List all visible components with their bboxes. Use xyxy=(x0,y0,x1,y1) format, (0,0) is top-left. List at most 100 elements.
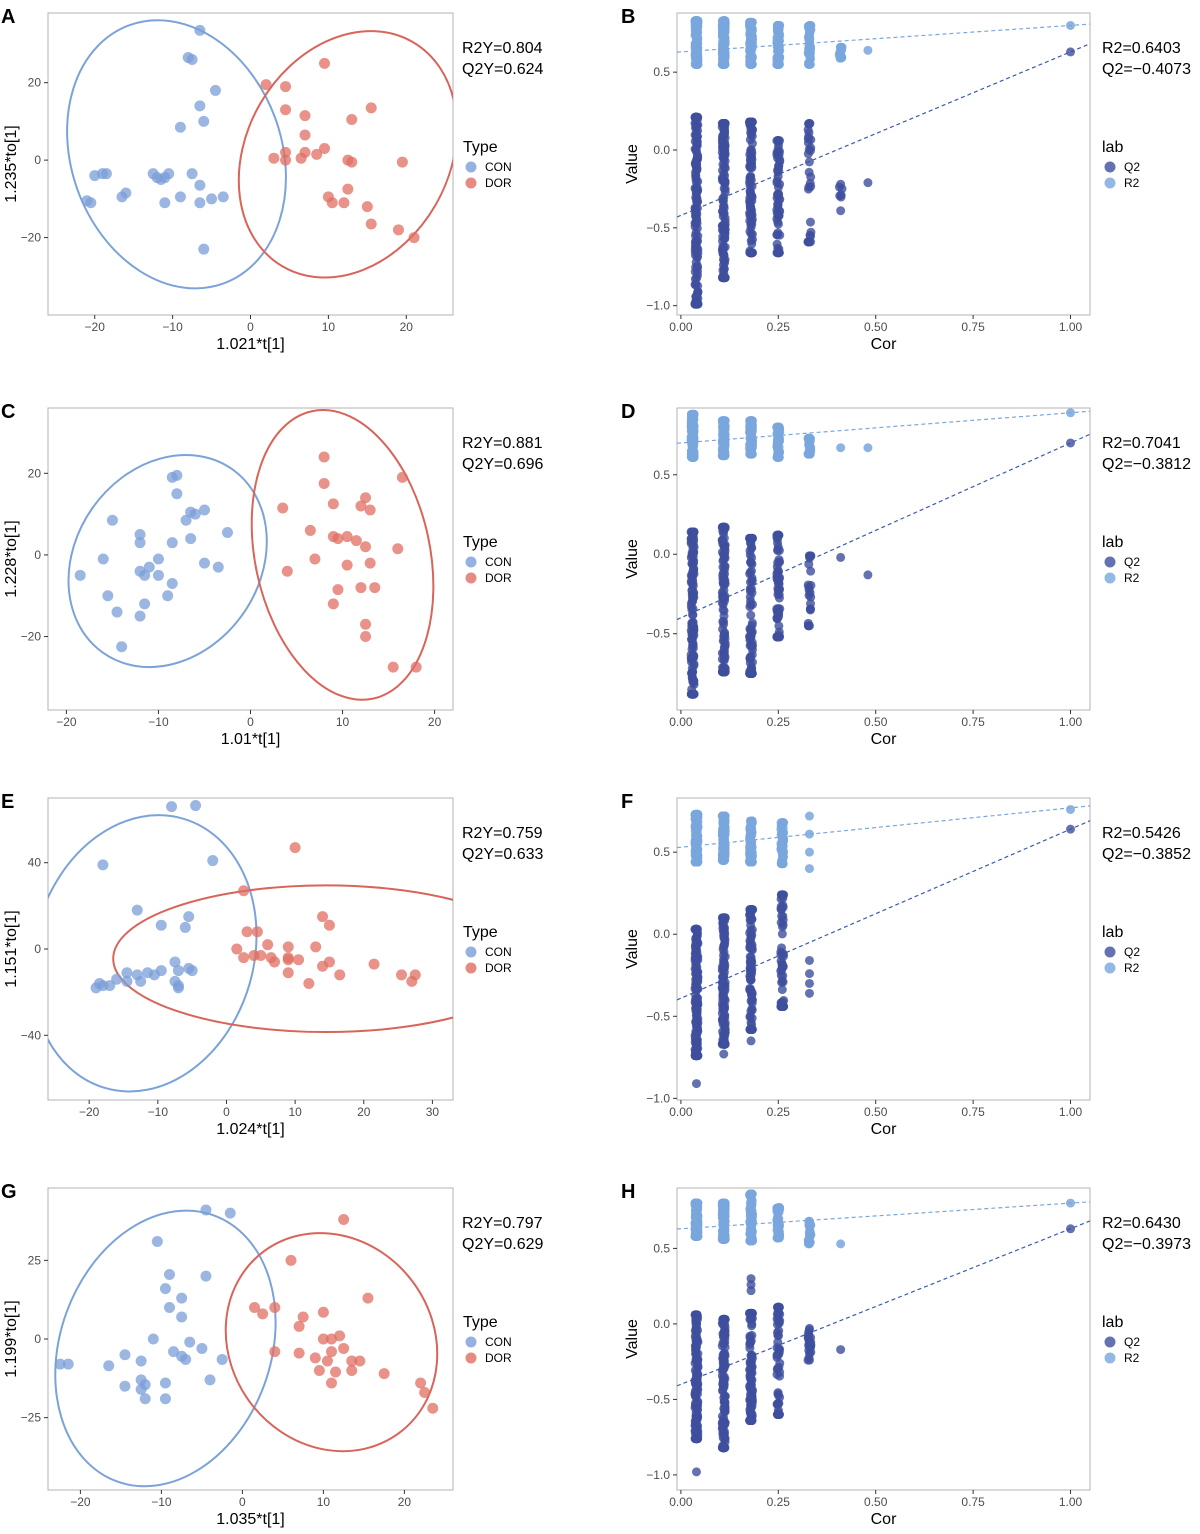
point-con xyxy=(159,1283,171,1295)
point-q2 xyxy=(718,605,728,615)
stat-text: R2Y=0.881 xyxy=(462,435,543,452)
point-con xyxy=(169,956,181,968)
point-con xyxy=(97,859,109,871)
point-q2 xyxy=(804,119,814,129)
point-dor xyxy=(396,969,408,981)
y-tick-label: 25 xyxy=(28,1253,42,1267)
point-dor xyxy=(303,978,315,990)
point-q2 xyxy=(772,208,782,218)
point-r2 xyxy=(804,829,814,839)
point-con xyxy=(142,967,154,979)
point-q2 xyxy=(772,1369,782,1379)
point-dor xyxy=(310,941,322,953)
point-q2 xyxy=(747,1321,757,1331)
point-q2 xyxy=(691,1434,701,1444)
legend-swatch xyxy=(1104,946,1116,958)
point-q2 xyxy=(745,1416,755,1426)
point-r2 xyxy=(777,859,787,869)
point-q2 xyxy=(688,621,698,631)
point-dor xyxy=(249,1302,261,1314)
point-dor xyxy=(323,956,335,968)
point-dor xyxy=(332,533,344,545)
point-q2 xyxy=(692,1331,702,1341)
y-tick-label: 0.5 xyxy=(653,845,670,859)
point-con xyxy=(134,529,146,541)
point-con xyxy=(166,577,178,589)
point-con xyxy=(135,975,147,987)
point-q2 xyxy=(806,172,816,182)
point-q2 xyxy=(689,689,699,699)
point-dor xyxy=(282,941,294,953)
point-dor xyxy=(355,500,367,512)
point-q2 xyxy=(804,144,814,154)
x-tick-label: 0 xyxy=(239,1495,246,1509)
point-dor xyxy=(360,541,372,553)
point-dor xyxy=(408,232,420,244)
point-q2 xyxy=(746,905,756,915)
point-dor xyxy=(317,911,329,923)
point-con xyxy=(164,1302,175,1314)
point-dor xyxy=(392,543,404,555)
point-r2 xyxy=(777,820,787,830)
plot-frame xyxy=(47,1187,454,1491)
y-tick-label: 40 xyxy=(28,856,42,870)
legend-swatch xyxy=(1104,572,1116,584)
point-q2 xyxy=(691,959,701,969)
point-q2 xyxy=(1066,47,1076,57)
point-q2 xyxy=(777,929,787,939)
legend-label: CON xyxy=(485,555,512,569)
ellipse-con xyxy=(48,814,258,1093)
point-r2 xyxy=(686,422,696,432)
point-q2 xyxy=(806,1347,816,1357)
point-dor xyxy=(354,1355,366,1367)
point-q2 xyxy=(692,1040,702,1050)
point-r2 xyxy=(719,16,729,26)
point-dor xyxy=(285,1254,297,1266)
point-q2 xyxy=(774,150,784,160)
legend-swatch xyxy=(1104,1336,1116,1348)
point-q2 xyxy=(718,1430,728,1440)
stat-text: R2Y=0.797 xyxy=(462,1215,543,1232)
legend-title: lab xyxy=(1102,534,1123,551)
point-q2 xyxy=(691,228,701,238)
point-q2 xyxy=(777,922,787,932)
x-tick-label: 0.00 xyxy=(669,715,693,729)
x-tick-label: 0.25 xyxy=(767,320,791,334)
point-r2 xyxy=(746,1189,756,1199)
plot-frame xyxy=(676,1187,1091,1491)
point-q2 xyxy=(774,557,784,567)
point-dor xyxy=(396,471,408,483)
point-q2 xyxy=(804,969,814,979)
x-tick-label: 0.25 xyxy=(767,715,791,729)
point-con xyxy=(159,1377,171,1389)
legend-label: DOR xyxy=(485,1351,512,1365)
point-dor xyxy=(327,598,339,610)
y-tick-label: −0.5 xyxy=(646,1392,670,1406)
y-tick-label: −0.5 xyxy=(646,221,670,235)
point-q2 xyxy=(691,934,701,944)
stat-text: Q2Y=0.633 xyxy=(462,846,544,863)
point-q2 xyxy=(719,1351,729,1361)
point-q2 xyxy=(773,199,783,209)
point-q2 xyxy=(746,631,756,641)
point-q2 xyxy=(718,537,728,547)
point-q2 xyxy=(746,175,756,185)
x-tick-label: 20 xyxy=(400,320,414,334)
point-dor xyxy=(334,1330,346,1342)
point-q2 xyxy=(806,227,816,237)
legend-label: CON xyxy=(485,945,512,959)
point-q2 xyxy=(777,890,787,900)
point-r2 xyxy=(718,1198,728,1208)
point-q2 xyxy=(1066,824,1076,834)
point-con xyxy=(194,24,206,36)
y-tick-label: −25 xyxy=(21,1411,42,1425)
point-q2 xyxy=(720,667,730,677)
point-q2 xyxy=(747,559,757,569)
x-tick-label: 0.75 xyxy=(961,1105,985,1119)
point-dor xyxy=(238,952,250,964)
point-q2 xyxy=(746,190,756,200)
point-con xyxy=(189,508,201,520)
point-q2 xyxy=(692,996,702,1006)
point-dor xyxy=(311,148,323,160)
point-dor xyxy=(277,502,289,514)
